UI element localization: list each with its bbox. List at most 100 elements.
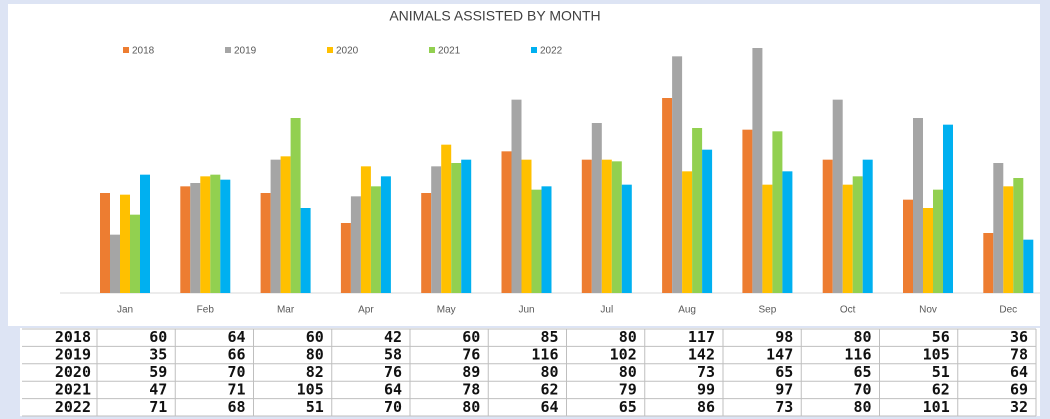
table-cell: 66 xyxy=(227,346,245,364)
table-cell: 80 xyxy=(853,328,871,346)
table-cell: 65 xyxy=(619,398,637,416)
bar xyxy=(702,149,713,293)
bar xyxy=(280,156,291,293)
bar xyxy=(431,166,442,293)
table-cell: 70 xyxy=(853,380,871,398)
table-cell: 80 xyxy=(853,398,871,416)
bar xyxy=(983,233,994,293)
legend-label: 2021 xyxy=(438,46,461,57)
table-cell: 64 xyxy=(227,328,245,346)
bar xyxy=(762,184,773,293)
bar xyxy=(933,189,943,293)
x-tick-label: Sep xyxy=(759,305,777,316)
x-tick-label: Jul xyxy=(600,305,613,316)
bar xyxy=(290,118,301,293)
bar xyxy=(842,184,853,293)
chart-title: ANIMALS ASSISTED BY MONTH xyxy=(389,8,600,24)
legend-swatch xyxy=(225,47,231,53)
bar xyxy=(601,159,612,293)
table-cell: 58 xyxy=(384,346,402,364)
table-cell: 65 xyxy=(775,363,793,381)
table-cell: 105 xyxy=(297,380,324,398)
table-cell: 80 xyxy=(619,328,637,346)
table-cell: 89 xyxy=(462,363,480,381)
bar xyxy=(350,196,361,293)
table-cell: 51 xyxy=(306,398,324,416)
bar xyxy=(511,99,522,294)
table-cell: 60 xyxy=(462,328,480,346)
bar xyxy=(581,159,592,293)
bar xyxy=(421,193,432,293)
bar xyxy=(340,223,351,293)
bar xyxy=(300,208,311,293)
bar xyxy=(180,186,191,293)
x-tick-label: Jun xyxy=(518,305,534,316)
table-cell: 116 xyxy=(844,346,871,364)
table-cell: 51 xyxy=(932,363,950,381)
table-cell: 86 xyxy=(697,398,715,416)
bar xyxy=(822,159,833,293)
table-cell: 35 xyxy=(149,346,167,364)
bar xyxy=(130,214,140,293)
table-cell: 85 xyxy=(540,328,558,346)
bar xyxy=(1023,239,1034,293)
bar xyxy=(862,159,873,293)
x-tick-label: Aug xyxy=(678,305,696,316)
bar xyxy=(140,174,150,293)
table-row-label: 2018 xyxy=(55,328,91,346)
table-cell: 32 xyxy=(1010,398,1028,416)
bar xyxy=(672,56,683,294)
bar xyxy=(501,151,512,293)
table-cell: 64 xyxy=(1010,363,1028,381)
table-cell: 65 xyxy=(853,363,871,381)
bar xyxy=(541,186,552,293)
table-cell: 60 xyxy=(306,328,324,346)
legend-label: 2020 xyxy=(336,46,359,57)
bar xyxy=(662,98,673,293)
bar xyxy=(1003,186,1014,293)
table-cell: 64 xyxy=(384,380,402,398)
table-row-label: 2022 xyxy=(55,398,91,416)
bar xyxy=(832,99,843,294)
table-cell: 80 xyxy=(540,363,558,381)
bar xyxy=(100,193,110,293)
table-row-label: 2020 xyxy=(55,363,91,381)
table-cell: 78 xyxy=(462,380,480,398)
x-tick-label: May xyxy=(437,305,456,316)
bar xyxy=(190,183,201,293)
bar xyxy=(1013,178,1024,293)
table-cell: 42 xyxy=(384,328,402,346)
table-cell: 105 xyxy=(923,346,950,364)
legend-swatch xyxy=(327,47,333,53)
table-cell: 71 xyxy=(227,380,245,398)
bar xyxy=(752,48,763,293)
table-row-label: 2019 xyxy=(55,346,91,364)
table-cell: 142 xyxy=(688,346,715,364)
table-cell: 76 xyxy=(384,363,402,381)
legend-label: 2018 xyxy=(132,46,155,57)
table-cell: 70 xyxy=(227,363,245,381)
bar xyxy=(370,186,381,293)
bar xyxy=(461,159,472,293)
x-tick-label: Apr xyxy=(358,305,374,316)
x-tick-label: Mar xyxy=(277,305,295,316)
table-cell: 82 xyxy=(306,363,324,381)
legend-label: 2022 xyxy=(540,46,563,57)
table-cell: 62 xyxy=(540,380,558,398)
bar xyxy=(260,193,271,293)
bar xyxy=(110,234,120,293)
table-cell: 80 xyxy=(462,398,480,416)
bar xyxy=(682,171,693,293)
bar xyxy=(521,159,532,293)
bar xyxy=(220,179,231,293)
x-tick-label: Oct xyxy=(840,305,856,316)
table-cell: 76 xyxy=(462,346,480,364)
table-cell: 101 xyxy=(923,398,950,416)
table-cell: 73 xyxy=(697,363,715,381)
legend-swatch xyxy=(429,47,435,53)
table-cell: 68 xyxy=(227,398,245,416)
table-cell: 147 xyxy=(766,346,793,364)
bar xyxy=(270,159,281,293)
x-tick-label: Jan xyxy=(117,305,133,316)
